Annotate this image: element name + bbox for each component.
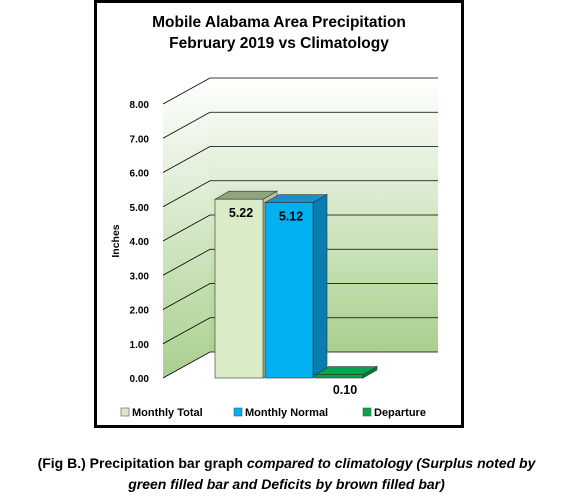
gridline-2 [162, 283, 438, 310]
data-label-2: 0.10 [333, 383, 357, 397]
data-label-0: 5.22 [229, 206, 253, 220]
legend-label-0: Monthly Total [132, 407, 203, 419]
data-label-1: 5.12 [279, 210, 303, 224]
bar-group-2: 0.10 [313, 366, 379, 397]
gridline-3 [162, 248, 438, 276]
bar-1 [264, 202, 314, 379]
bar-0 [214, 198, 264, 379]
y-axis-label: Inches [110, 224, 122, 257]
y-tick-label-4: 4.00 [130, 237, 150, 248]
legend-swatch-0 [120, 407, 130, 417]
bar-group-1: 5.12 [263, 194, 329, 379]
chart-frame: Mobile Alabama Area Precipitation Februa… [94, 0, 464, 428]
gridline-5 [162, 180, 438, 208]
precipitation-chart: Mobile Alabama Area Precipitation Februa… [110, 14, 445, 419]
gridline-7 [162, 111, 438, 139]
caption-italic-2: green filled bar and Deficits by brown f… [128, 476, 445, 492]
y-tick-label-1: 1.00 [130, 340, 150, 351]
legend-swatch-2 [362, 407, 372, 417]
y-tick-label-7: 7.00 [130, 134, 150, 145]
y-tick-label-8: 8.00 [130, 100, 150, 111]
y-tick-label-2: 2.00 [130, 306, 150, 317]
y-tick-label-6: 6.00 [130, 169, 150, 180]
figure-caption-line-2: green filled bar and Deficits by brown f… [0, 476, 573, 492]
chart-subtitle: February 2019 vs Climatology [169, 35, 389, 52]
y-tick-label-3: 3.00 [130, 271, 150, 282]
chart-title: Mobile Alabama Area Precipitation [152, 14, 406, 31]
bar-2 [314, 374, 364, 379]
y-tick-label-0: 0.00 [130, 374, 150, 385]
gridline-4 [162, 214, 438, 242]
figure-caption-line-1: (Fig B.) Precipitation bar graph compare… [0, 455, 573, 471]
caption-italic-1: compared to climatology (Surplus noted b… [246, 455, 536, 471]
caption-prefix: (Fig B.) Precipitation bar graph [37, 455, 247, 471]
gridline-8 [162, 77, 438, 105]
legend-swatch-1 [233, 407, 243, 417]
gridline-0 [162, 351, 438, 379]
y-tick-label-5: 5.00 [130, 203, 150, 214]
legend-label-2: Departure [374, 407, 426, 419]
gridline-1 [162, 317, 438, 345]
gridline-6 [162, 146, 438, 173]
bar-side-1 [312, 194, 328, 379]
legend-label-1: Monthly Normal [245, 407, 328, 419]
